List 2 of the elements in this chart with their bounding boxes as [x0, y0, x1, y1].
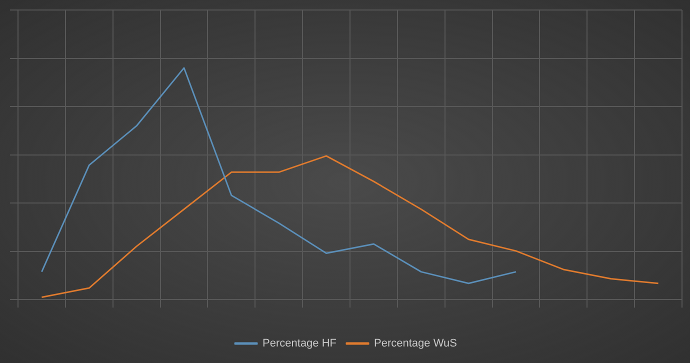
legend-label: Percentage HF	[262, 338, 337, 350]
legend-label: Percentage WuS	[374, 338, 457, 350]
